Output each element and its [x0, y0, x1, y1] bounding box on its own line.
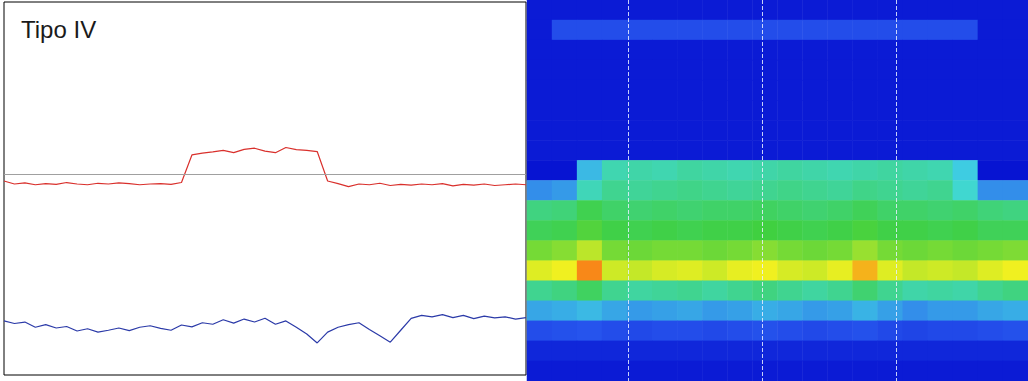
svg-text:Tipo IV: Tipo IV — [21, 16, 96, 43]
